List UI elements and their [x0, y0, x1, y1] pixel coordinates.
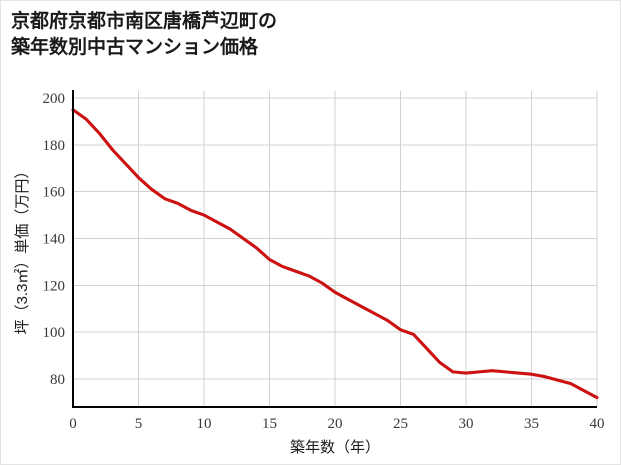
y-axis-tick-labels: 80 100 120 140 160 180 200	[43, 91, 66, 388]
x-tick-label: 10	[197, 416, 212, 432]
gridlines	[73, 91, 598, 407]
x-tick-label: 20	[328, 416, 343, 432]
y-tick-label: 140	[43, 231, 66, 247]
data-series-line	[71, 108, 599, 400]
y-axis-title: 坪（3.3㎡）単価（万円）	[14, 164, 31, 335]
x-tick-label: 35	[524, 416, 539, 432]
x-tick-label: 30	[459, 416, 474, 432]
y-tick-label: 200	[43, 91, 66, 107]
x-tick-label: 25	[393, 416, 408, 432]
y-tick-label: 80	[50, 372, 65, 388]
y-tick-label: 120	[43, 278, 66, 294]
y-tick-label: 180	[43, 138, 66, 154]
page-title: 京都府京都市南区唐橋芦辺町の 築年数別中古マンション価格	[11, 11, 278, 58]
x-tick-label: 40	[590, 416, 605, 432]
x-axis-tick-labels: 0 5 10 15 20 25 30 35 40	[69, 416, 604, 432]
series-line-坪単価	[71, 108, 599, 400]
x-tick-label: 0	[69, 416, 77, 432]
y-tick-label: 160	[43, 185, 66, 201]
x-tick-label: 5	[135, 416, 143, 432]
y-tick-label: 100	[43, 325, 66, 341]
x-tick-label: 15	[262, 416, 277, 432]
x-axis-title: 築年数（年）	[290, 438, 380, 456]
